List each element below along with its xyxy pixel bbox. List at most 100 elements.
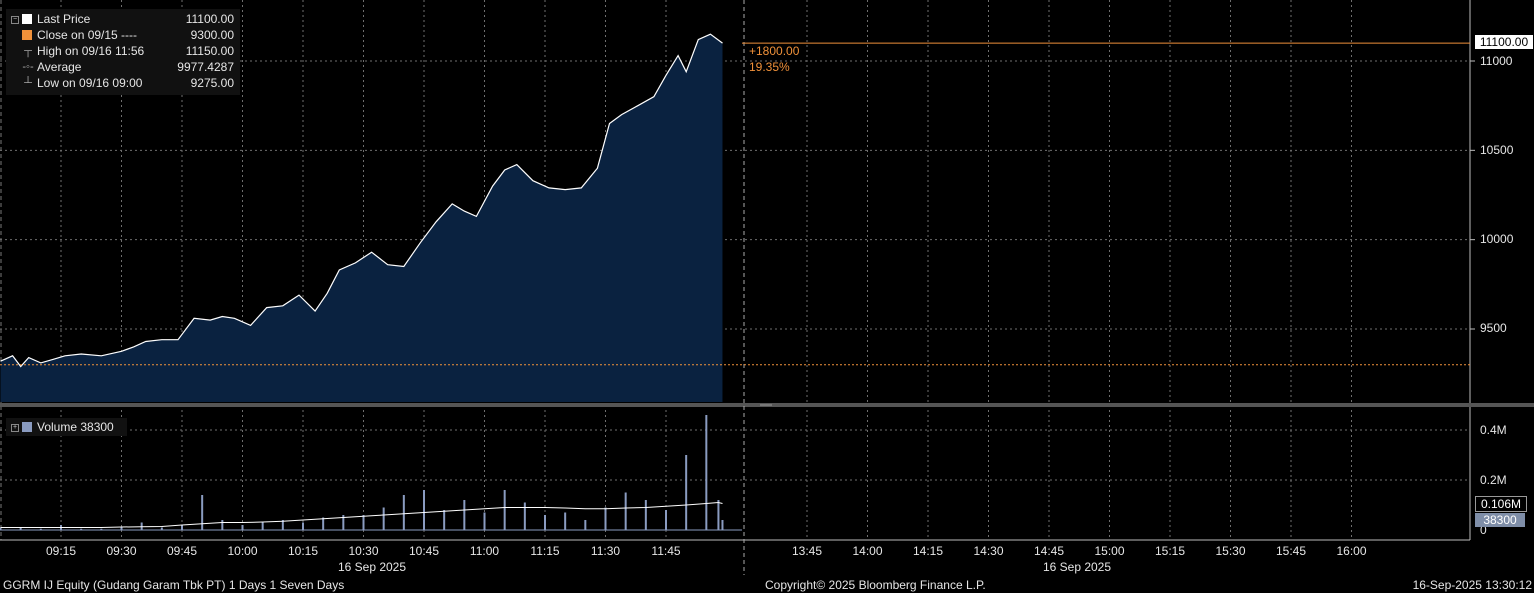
volume-bar [80,528,83,530]
legend-swatch-close [22,30,32,40]
change-absolute: +1800.00 [749,44,800,58]
x-tick-label: 15:45 [1275,544,1307,558]
collapse-icon[interactable]: − [11,16,19,24]
reference-lines [0,42,1470,366]
legend-value: 9300.00 [190,28,234,42]
legend-item-last-price[interactable]: − Last Price 11100.00 [6,11,240,27]
volume-bar [261,522,264,530]
volume-bar [721,520,724,530]
x-tick-label: 14:45 [1033,544,1065,558]
y-tick-label: 10000 [1480,232,1514,246]
volume-bar [584,520,587,530]
volume-average-line [0,501,723,528]
y-tick-label: 11000 [1480,54,1513,68]
y-tick-label-volume: 0.2M [1480,473,1507,487]
x-tick-label: 11:45 [651,544,681,558]
volume-bar [443,510,446,530]
x-tick-label: 11:15 [530,544,560,558]
price-legend: − Last Price 11100.00 Close on 09/15 ---… [6,9,240,95]
footer-timestamp: 16-Sep-2025 13:30:12 [1412,578,1532,592]
x-tick-label: 09:45 [166,544,198,558]
legend-item-average[interactable]: -◦- Average 9977.4287 [6,59,240,75]
price-area-fill [0,34,723,402]
price-series [0,33,723,402]
volume-bar [382,507,385,530]
volume-bar [241,525,244,530]
volume-bar [503,490,506,530]
legend-swatch-last-price [22,14,32,24]
volume-bar [201,495,204,530]
legend-label: Low on 09/16 09:00 [37,76,143,90]
x-tick-label: 09:15 [45,544,77,558]
high-marker-icon: ┬ [24,45,32,57]
footer-security: GGRM IJ Equity (Gudang Garam Tbk PT) 1 D… [3,578,345,592]
volume-bar [120,527,123,530]
legend-label: High on 09/16 11:56 [37,44,145,58]
volume-bar [665,510,667,530]
grid-lines [0,0,1534,575]
volume-bar [140,522,143,530]
volume-average-tag: 0.106M [1475,496,1527,512]
legend-value: 9977.4287 [177,60,234,74]
volume-bar [221,520,224,530]
volume-bar [100,528,103,530]
volume-bar [322,517,325,530]
volume-bar [281,520,284,530]
x-tick-label: 11:30 [590,544,621,558]
volume-bar [423,490,425,530]
collapse-icon[interactable]: + [11,424,19,432]
legend-label: Last Price [37,12,91,26]
x-tick-label: 10:45 [408,544,440,558]
volume-bar [19,527,22,530]
legend-swatch-volume [22,422,32,432]
legend-item-low[interactable]: ┴ Low on 09/16 09:00 9275.00 [6,75,240,91]
x-tick-label: 14:30 [973,544,1004,558]
x-tick-label: 11:00 [469,544,500,558]
volume-bar [604,507,607,530]
volume-bar [685,455,688,530]
volume-bar [544,515,546,530]
volume-bar [705,415,708,530]
legend-value: 11100.00 [185,12,234,26]
legend-label: Average [37,60,82,74]
x-tick-label: 15:00 [1094,544,1125,558]
volume-bar [644,500,647,530]
x-date-label: 16 Sep 2025 [337,560,407,574]
footer-copyright: Copyright© 2025 Bloomberg Finance L.P. [765,578,986,592]
x-tick-label: 15:15 [1154,544,1186,558]
x-tick-label: 14:00 [852,544,883,558]
x-tick-label: 09:30 [106,544,137,558]
volume-bar [483,512,486,530]
last-price-tag: 11100.00 [1475,35,1533,49]
legend-label: Close on 09/15 ---- [37,28,138,42]
volume-bar [342,515,345,530]
x-tick-label: 10:30 [348,544,379,558]
volume-bar [717,500,720,530]
legend-item-close[interactable]: Close on 09/15 ---- 9300.00 [6,27,240,43]
low-marker-icon: ┴ [24,77,32,89]
x-tick-label: 13:45 [791,544,823,558]
x-tick-label: 14:15 [912,544,944,558]
y-tick-label: 9500 [1480,321,1507,335]
volume-bar [39,528,42,530]
volume-bar [624,492,627,530]
volume-bar [564,512,567,530]
volume-bar [362,515,365,530]
y-tick-label-volume: 0 [1480,523,1487,537]
volume-bar [523,502,526,530]
price-line [0,33,723,368]
y-tick-label: 10500 [1480,143,1514,157]
volume-bar [302,522,304,530]
legend-value: 11150.00 [185,44,234,58]
volume-bar [0,527,2,530]
legend-item-high[interactable]: ┬ High on 09/16 11:56 11150.00 [6,43,240,59]
volume-bar [181,525,183,530]
volume-legend[interactable]: + Volume 38300 [6,418,127,436]
change-percent: 19.35% [749,60,790,74]
y-tick-label-volume: 0.4M [1480,423,1507,437]
x-tick-label: 15:30 [1215,544,1246,558]
x-tick-label: 10:00 [227,544,258,558]
x-tick-label: 10:15 [287,544,319,558]
legend-value: 9275.00 [190,76,234,90]
